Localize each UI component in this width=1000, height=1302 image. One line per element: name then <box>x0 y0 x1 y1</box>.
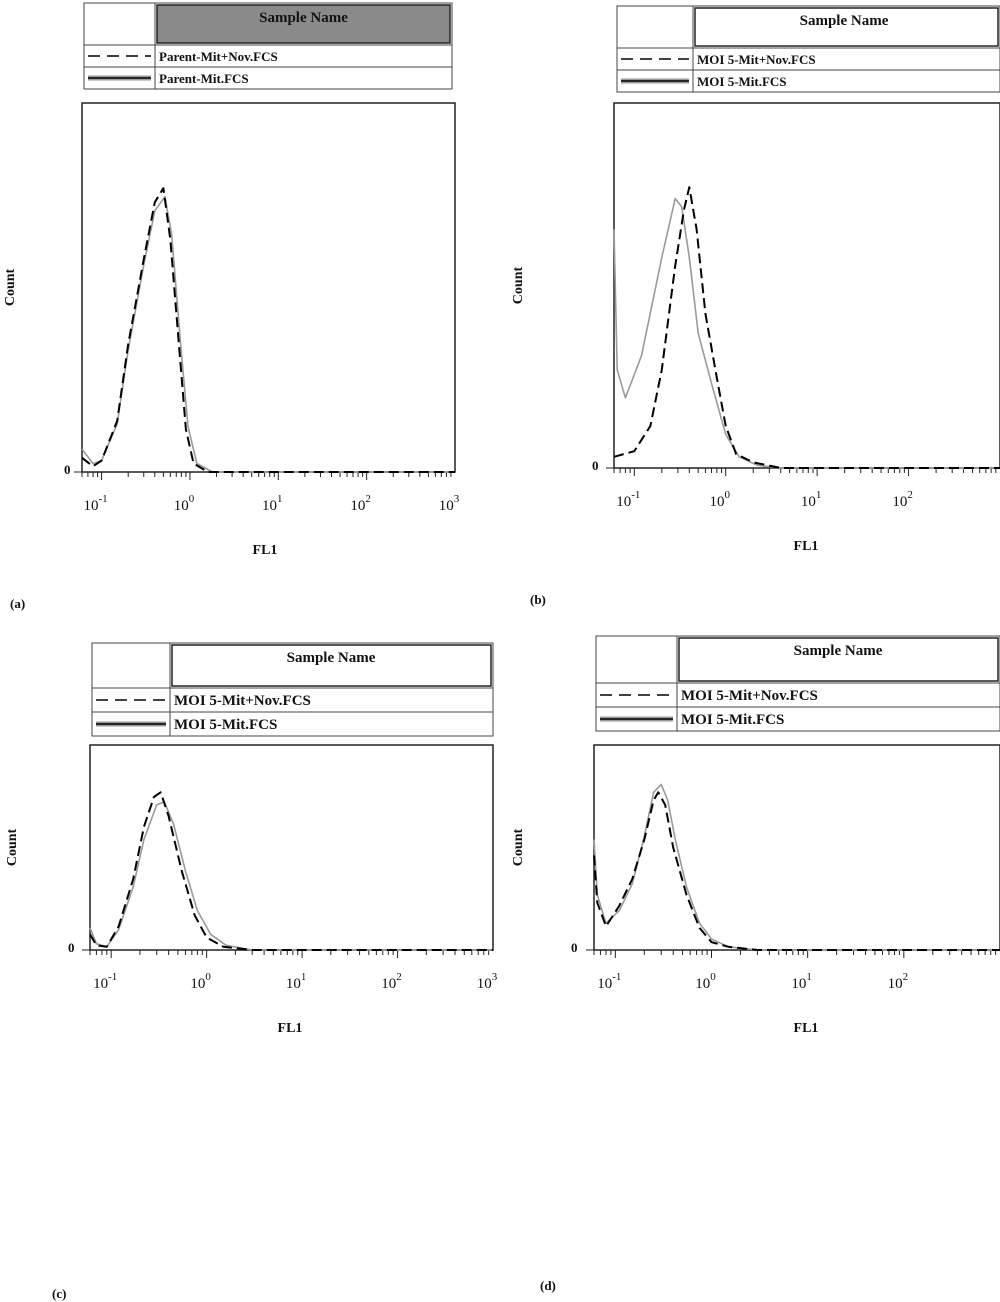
legend: Sample Name MOI 5-Mit+Nov.FCS MOI 5-Mit.FC… <box>91 642 494 737</box>
legend-header-cell <box>678 637 999 682</box>
series-line-1 <box>89 791 493 951</box>
legend-entry-2: Parent-Mit.FCS <box>159 71 249 86</box>
x-axis-label: FL1 <box>278 1021 303 1036</box>
legend: Sample Name MOI 5-Mit+Nov.FCS MOI 5-Mit.FC… <box>595 635 1000 732</box>
x-tick-label: 101 <box>791 971 812 992</box>
legend-entry-2: MOI 5-Mit.FCS <box>174 717 277 733</box>
x-tick-label: 102 <box>381 971 402 992</box>
panel-label: (a) <box>10 596 25 611</box>
x-tick-label: 10-1 <box>93 971 117 992</box>
legend-header: Sample Name <box>800 13 889 29</box>
plot-frame <box>613 102 1000 469</box>
x-tick-label: 100 <box>695 971 716 992</box>
y-tick-label: 0 <box>64 462 71 477</box>
chart-panel-3: Sample Name MOI 5-Mit+Nov.FCS MOI 5-Mit.FC… <box>5 642 498 1301</box>
x-tick-label: 100 <box>709 489 730 510</box>
x-tick-label: 101 <box>286 971 307 992</box>
y-tick-label: 0 <box>68 940 75 955</box>
x-tick-label: 101 <box>801 489 822 510</box>
y-axis-label: Count <box>511 266 526 304</box>
legend-header: Sample Name <box>794 643 883 659</box>
chart-panel-1: Sample Name Parent-Mit+Nov.FCS Parent-Mit.… <box>3 2 460 611</box>
x-axis-label: FL1 <box>794 1021 819 1036</box>
legend-header-cell <box>694 7 999 47</box>
x-axis: 10-1 100 101 102 <box>593 950 997 992</box>
plot-frame <box>89 744 494 951</box>
legend: Sample Name MOI 5-Mit+Nov.FCS MOI 5-Mit.FC… <box>616 5 1000 93</box>
x-tick-label: 102 <box>888 971 909 992</box>
series-line-2 <box>89 800 493 951</box>
series-line-2 <box>81 195 455 473</box>
plot-frame <box>593 744 1000 951</box>
y-tick-label: 0 <box>571 940 578 955</box>
x-axis: 10-1 100 101 102 103 <box>89 950 498 992</box>
x-axis-label: FL1 <box>794 539 819 554</box>
panel-label: (b) <box>530 592 546 607</box>
x-tick-label: 10-1 <box>616 489 640 510</box>
legend-header-cell <box>156 4 451 44</box>
legend-entry-1: MOI 5-Mit+Nov.FCS <box>681 688 818 704</box>
series-line-2 <box>613 197 1000 469</box>
legend-entry-1: MOI 5-Mit+Nov.FCS <box>697 52 816 67</box>
x-tick-label: 100 <box>174 493 195 514</box>
legend-entry-2: MOI 5-Mit.FCS <box>681 712 784 728</box>
y-axis-label: Count <box>3 268 18 306</box>
series-line-2 <box>593 783 1000 951</box>
legend: Sample Name Parent-Mit+Nov.FCS Parent-Mit.… <box>83 2 453 90</box>
series-line-1 <box>81 187 455 473</box>
x-tick-label: 10-1 <box>84 493 108 514</box>
legend-entry-2: MOI 5-Mit.FCS <box>697 74 787 89</box>
legend-header-cell <box>171 644 492 687</box>
legend-header: Sample Name <box>259 10 348 26</box>
chart-panel-4: Sample Name MOI 5-Mit+Nov.FCS MOI 5-Mit.FC… <box>511 635 1000 1293</box>
x-axis: 10-1 100 101 102 103 <box>81 472 460 514</box>
panel-label: (d) <box>540 1278 556 1293</box>
y-tick-label: 0 <box>592 458 599 473</box>
x-axis-label: FL1 <box>253 543 278 558</box>
x-tick-label: 101 <box>262 493 283 514</box>
panel-label: (c) <box>52 1286 66 1301</box>
legend-entry-1: MOI 5-Mit+Nov.FCS <box>174 693 311 709</box>
legend-entry-1: Parent-Mit+Nov.FCS <box>159 49 278 64</box>
chart-panel-2: Sample Name MOI 5-Mit+Nov.FCS MOI 5-Mit.FC… <box>511 5 1000 607</box>
series-line-1 <box>593 791 1000 951</box>
y-axis-label: Count <box>5 828 20 866</box>
x-tick-label: 102 <box>350 493 371 514</box>
y-axis-label: Count <box>511 828 526 866</box>
x-tick-label: 102 <box>892 489 913 510</box>
x-tick-label: 10-1 <box>597 971 621 992</box>
x-axis: 10-1 100 101 102 <box>613 468 997 510</box>
series-line-1 <box>613 186 1000 469</box>
x-tick-label: 103 <box>477 971 498 992</box>
x-tick-label: 103 <box>439 493 460 514</box>
legend-header: Sample Name <box>287 650 376 666</box>
x-tick-label: 100 <box>190 971 211 992</box>
